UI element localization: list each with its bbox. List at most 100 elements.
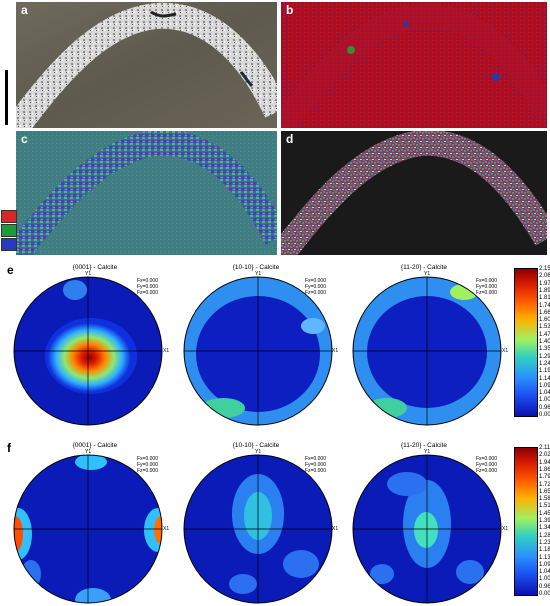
colorbar-tick-label: 1.23 — [539, 539, 550, 546]
pole-figure-title: {11-20} - Calcite — [400, 442, 448, 449]
colorbar-tick-label: 0.96 — [539, 404, 550, 411]
fx-readout: Fx=0.000 Fy=0.000 Fz=0.000 — [476, 456, 497, 474]
panel-c-micrograph: c — [16, 131, 277, 255]
panel-label-b: b — [286, 3, 294, 17]
green-ipf-key-icon — [1, 224, 17, 237]
colorbar-tick-label: 1.04 — [539, 390, 550, 397]
colorbar-tick-label: 1.86 — [539, 466, 550, 473]
pole-figure-e-0001 — [13, 276, 163, 426]
colorbar-tick-label: 1.39 — [539, 518, 550, 524]
colorbar-tick-label: 1.00 — [539, 576, 550, 583]
y1-label: Y1 — [424, 449, 431, 455]
fy-value: Fy=0.000 — [476, 284, 497, 290]
micrograph-a-image — [16, 2, 277, 128]
fz-value: Fz=0.000 — [476, 468, 497, 474]
fx-readout: Fx=0.000 Fy=0.000 Fz=0.000 — [305, 278, 326, 296]
micrograph-c-image — [16, 131, 277, 255]
colorbar-tick-label: 1.60 — [539, 317, 550, 324]
colorbar-tick-label: 1.40 — [539, 339, 550, 345]
red-ipf-key-icon — [1, 210, 17, 223]
colorbar-tick-label: 1.13 — [539, 554, 550, 561]
colorbar-tick-label: 2.15 — [539, 266, 550, 272]
y1-label: Y1 — [255, 449, 262, 455]
fx-value: Fx=0.000 — [305, 456, 326, 462]
fy-value: Fy=0.000 — [137, 284, 158, 290]
pole-figure-title: {0001} - Calcite — [72, 264, 118, 271]
pole-figure-title: {10-10} - Calcite — [232, 264, 280, 271]
colorbar-tick-label: 1.24 — [539, 360, 550, 367]
fz-value: Fz=0.000 — [137, 290, 158, 296]
colorbar-tick-label: 1.45 — [539, 510, 550, 517]
fx-value: Fx=0.000 — [305, 278, 326, 284]
x1-label: X1 — [163, 348, 170, 354]
colorbar-tick-label: 2.02 — [539, 452, 550, 459]
colorbar-e — [514, 268, 538, 417]
fx-value: Fx=0.000 — [137, 456, 158, 462]
y1-label: Y1 — [255, 271, 262, 277]
y1-label: Y1 — [85, 271, 92, 277]
colorbar-tick-label: 1.47 — [539, 331, 550, 338]
colorbar-tick-label: 1.19 — [539, 368, 550, 375]
fz-value: Fz=0.000 — [476, 290, 497, 296]
fx-readout: Fx=0.000 Fy=0.000 Fz=0.000 — [137, 278, 158, 296]
x1-label: X1 — [502, 348, 509, 354]
fx-value: Fx=0.000 — [476, 278, 497, 284]
colorbar-tick-label: 1.51 — [539, 503, 550, 510]
micrograph-d-image — [281, 131, 547, 255]
colorbar-tick-label: 1.74 — [539, 302, 550, 309]
fx-value: Fx=0.000 — [476, 456, 497, 462]
pole-figure-e-11-20 — [352, 276, 502, 426]
colorbar-tick-label: 1.34 — [539, 525, 550, 532]
fy-value: Fy=0.000 — [305, 284, 326, 290]
fx-readout: Fx=0.000 Fy=0.000 Fz=0.000 — [476, 278, 497, 296]
colorbar-tick-label: 0.00 — [539, 412, 550, 418]
colorbar-tick-label: 0.96 — [539, 583, 550, 590]
colorbar-tick-label: 1.79 — [539, 474, 550, 481]
panel-label-a: a — [21, 3, 28, 17]
colorbar-tick-label: 1.14 — [539, 375, 550, 382]
fx-readout: Fx=0.000 Fy=0.000 Fz=0.000 — [137, 456, 158, 474]
pole-figure-e-10-10 — [183, 276, 333, 426]
colorbar-tick-label: 1.65 — [539, 488, 550, 495]
colorbar-tick-label: 1.28 — [539, 532, 550, 539]
pole-figure-title: {11-20} - Calcite — [400, 264, 448, 271]
fx-readout: Fx=0.000 Fy=0.000 Fz=0.000 — [305, 456, 326, 474]
x1-label: X1 — [502, 526, 509, 532]
fz-value: Fz=0.000 — [305, 468, 326, 474]
fy-value: Fy=0.000 — [137, 462, 158, 468]
panel-label-d: d — [286, 132, 294, 146]
colorbar-e-labels: 2.15 2.06 1.97 1.89 1.81 1.74 1.66 1.60 1.53 1.47… — [539, 266, 550, 418]
colorbar-tick-label: 1.29 — [539, 353, 550, 360]
colorbar-tick-label: 1.35 — [539, 346, 550, 353]
colorbar-tick-label: 1.66 — [539, 309, 550, 316]
pole-figure-f-10-10 — [183, 454, 333, 604]
row-label-e: e — [7, 263, 14, 277]
x1-label: X1 — [332, 348, 339, 354]
y1-label: Y1 — [85, 449, 92, 455]
y1-label: Y1 — [424, 271, 431, 277]
colorbar-tick-label: 1.09 — [539, 561, 550, 568]
colorbar-tick-label: 1.04 — [539, 569, 550, 576]
x1-label: X1 — [163, 526, 170, 532]
fy-value: Fy=0.000 — [305, 462, 326, 468]
pole-figure-f-11-20 — [352, 454, 502, 604]
pole-figure-title: {10-10} - Calcite — [232, 442, 280, 449]
fz-value: Fz=0.000 — [305, 290, 326, 296]
panel-label-c: c — [21, 132, 28, 146]
colorbar-tick-label: 1.94 — [539, 459, 550, 466]
colorbar-f — [514, 447, 538, 596]
colorbar-tick-label: 1.09 — [539, 382, 550, 389]
colorbar-tick-label: 1.97 — [539, 280, 550, 287]
fx-value: Fx=0.000 — [137, 278, 158, 284]
pole-figure-title: {0001} - Calcite — [72, 442, 118, 449]
colorbar-tick-label: 1.81 — [539, 295, 550, 302]
colorbar-tick-label: 1.00 — [539, 397, 550, 404]
scale-bar — [5, 70, 8, 125]
row-label-f: f — [7, 441, 11, 455]
fz-value: Fz=0.000 — [137, 468, 158, 474]
fy-value: Fy=0.000 — [476, 462, 497, 468]
blue-ipf-key-icon — [1, 238, 17, 251]
colorbar-tick-label: 1.72 — [539, 481, 550, 488]
micrograph-b-image — [281, 2, 547, 128]
colorbar-tick-label: 0.00 — [539, 591, 550, 597]
